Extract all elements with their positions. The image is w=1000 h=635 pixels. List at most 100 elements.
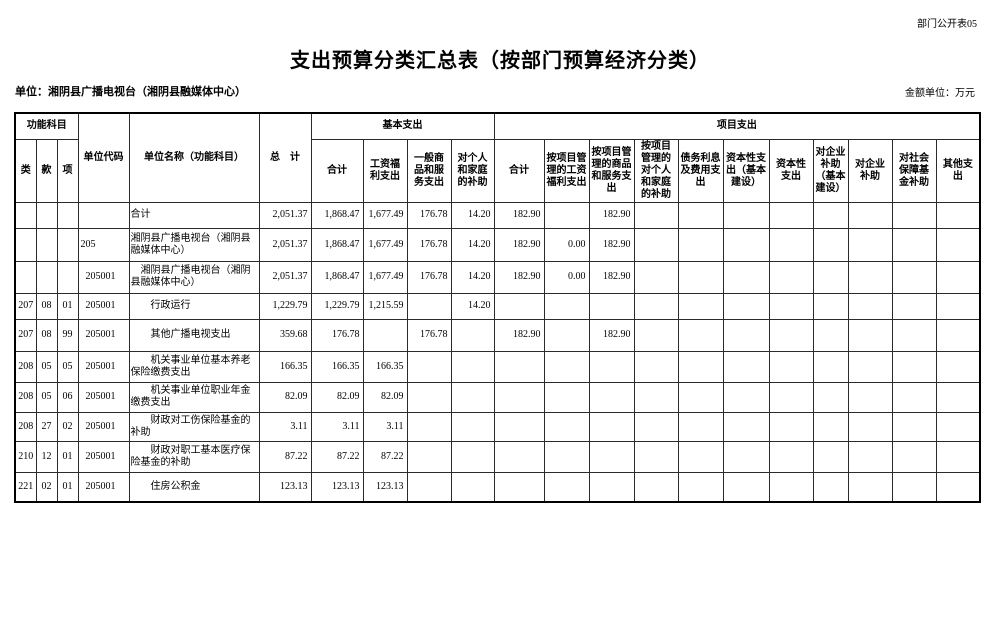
- cell-basic-individual-family: 14.20: [450, 260, 495, 294]
- cell-project-enterprise-subsidy-construction: [812, 411, 849, 442]
- cell-project-capital: [768, 318, 814, 352]
- header-class: 类: [14, 138, 37, 203]
- cell-basic-total: 166.35: [310, 350, 364, 383]
- cell-project-other: [935, 381, 981, 413]
- cell-unit-code: 205001: [77, 292, 130, 320]
- cell-project-enterprise-subsidy-construction: [812, 227, 849, 262]
- cell-item: 02: [56, 411, 79, 442]
- cell-basic-goods-services: 176.78: [406, 260, 452, 294]
- cell-basic-goods-services: [406, 381, 452, 413]
- cell-project-enterprise-subsidy-construction: [812, 350, 849, 383]
- cell-basic-individual-family: 14.20: [450, 227, 495, 262]
- cell-project-social-security-fund: [891, 260, 937, 294]
- cell-grand-total: 2,051.37: [258, 201, 312, 229]
- cell-project-wage-welfare: 0.00: [543, 227, 590, 262]
- cell-project-debt-interest: [677, 201, 724, 229]
- cell-unit-code: 205001: [77, 381, 130, 413]
- header-row-columns: 类 款 项 合计 工资福利支出 一般商品和服务支出 对个人和家庭的补助 合计 按…: [14, 138, 981, 203]
- cell-section: 12: [35, 440, 58, 473]
- cell-item: 01: [56, 292, 79, 320]
- cell-basic-total: 1,868.47: [310, 227, 364, 262]
- cell-unit-name: 行政运行: [128, 292, 260, 320]
- cell-basic-total: 1,229.79: [310, 292, 364, 320]
- cell-basic-total: 123.13: [310, 471, 364, 503]
- cell-basic-individual-family: [450, 318, 495, 352]
- cell-project-individual-family: [633, 350, 679, 383]
- header-unit-code: 单位代码: [77, 112, 130, 203]
- header-basic-wage-welfare: 工资福利支出: [362, 138, 408, 203]
- cell-item: [56, 227, 79, 262]
- cell-project-wage-welfare: 0.00: [543, 260, 590, 294]
- cell-grand-total: 87.22: [258, 440, 312, 473]
- header-section: 款: [35, 138, 58, 203]
- cell-project-enterprise-subsidy: [847, 381, 893, 413]
- cell-project-individual-family: [633, 471, 679, 503]
- cell-project-debt-interest: [677, 350, 724, 383]
- cell-class: 208: [14, 381, 37, 413]
- cell-basic-total: 3.11: [310, 411, 364, 442]
- header-grand-total: 总 计: [258, 112, 312, 203]
- cell-project-enterprise-subsidy: [847, 292, 893, 320]
- cell-section: 05: [35, 350, 58, 383]
- cell-project-enterprise-subsidy-construction: [812, 292, 849, 320]
- cell-project-other: [935, 260, 981, 294]
- cell-item: [56, 201, 79, 229]
- cell-project-wage-welfare: [543, 411, 590, 442]
- cell-project-other: [935, 350, 981, 383]
- cell-class: [14, 227, 37, 262]
- cell-project-goods-services: [588, 440, 635, 473]
- header-project-other: 其他支出: [935, 138, 981, 203]
- cell-basic-total: 176.78: [310, 318, 364, 352]
- cell-unit-name: 机关事业单位基本养老保险缴费支出: [128, 350, 260, 383]
- table-row: 221 02 01 205001 住房公积金 123.13 123.13 123.13: [14, 471, 981, 503]
- cell-project-enterprise-subsidy-construction: [812, 260, 849, 294]
- cell-project-enterprise-subsidy: [847, 227, 893, 262]
- cell-basic-wage-welfare: [362, 318, 408, 352]
- cell-project-debt-interest: [677, 292, 724, 320]
- cell-project-capital-construction: [722, 440, 770, 473]
- cell-basic-wage-welfare: 166.35: [362, 350, 408, 383]
- cell-unit-name: 机关事业单位职业年金缴费支出: [128, 381, 260, 413]
- cell-section: 27: [35, 411, 58, 442]
- cell-section: 05: [35, 381, 58, 413]
- cell-project-debt-interest: [677, 411, 724, 442]
- doc-number-label: 部门公开表05: [917, 19, 977, 30]
- cell-project-total: [493, 440, 545, 473]
- cell-basic-goods-services: [406, 471, 452, 503]
- cell-basic-goods-services: 176.78: [406, 318, 452, 352]
- header-basic-goods-services: 一般商品和服务支出: [406, 138, 452, 203]
- cell-basic-individual-family: [450, 350, 495, 383]
- cell-unit-name: 住房公积金: [128, 471, 260, 503]
- cell-project-capital: [768, 292, 814, 320]
- cell-section: [35, 260, 58, 294]
- cell-project-enterprise-subsidy: [847, 201, 893, 229]
- header-project-goods-services: 按项目管理的商品和服务支出: [588, 138, 635, 203]
- cell-project-capital: [768, 411, 814, 442]
- cell-unit-code: 205001: [77, 411, 130, 442]
- cell-item: [56, 260, 79, 294]
- cell-class: 207: [14, 292, 37, 320]
- budget-table: 功能科目 单位代码 单位名称（功能科目） 总 计 基本支出 项目支出 类 款 项…: [14, 112, 982, 503]
- cell-project-enterprise-subsidy-construction: [812, 201, 849, 229]
- cell-project-goods-services: [588, 471, 635, 503]
- cell-project-capital-construction: [722, 381, 770, 413]
- cell-unit-name: 合计: [128, 201, 260, 229]
- cell-project-debt-interest: [677, 260, 724, 294]
- table-row: 205 湘阴县广播电视台（湘阴县融媒体中心） 2,051.37 1,868.47 1,6…: [14, 227, 981, 262]
- cell-project-social-security-fund: [891, 471, 937, 503]
- cell-basic-goods-services: [406, 350, 452, 383]
- cell-project-other: [935, 201, 981, 229]
- cell-class: 208: [14, 411, 37, 442]
- cell-project-capital-construction: [722, 411, 770, 442]
- cell-project-enterprise-subsidy: [847, 318, 893, 352]
- cell-project-total: [493, 381, 545, 413]
- header-project-capital-construction: 资本性支出（基本建设）: [722, 138, 770, 203]
- header-row-groups: 功能科目 单位代码 单位名称（功能科目） 总 计 基本支出 项目支出: [14, 112, 981, 203]
- table-row: 208 27 02 205001 财政对工伤保险基金的补助 3.11 3.11 3.11: [14, 411, 981, 442]
- cell-project-individual-family: [633, 260, 679, 294]
- cell-project-total: 182.90: [493, 260, 545, 294]
- cell-basic-wage-welfare: 3.11: [362, 411, 408, 442]
- page-title: 支出预算分类汇总表（按部门预算经济分类）: [290, 50, 710, 72]
- cell-project-goods-services: [588, 381, 635, 413]
- cell-project-other: [935, 440, 981, 473]
